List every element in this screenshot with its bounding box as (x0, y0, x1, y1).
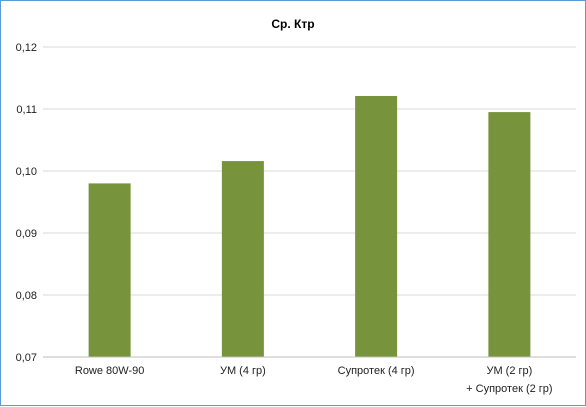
bar (88, 183, 131, 357)
y-tick-label: 0,11 (16, 104, 37, 116)
x-category-label: УМ (4 гр) (220, 365, 266, 377)
x-category-label: Супротек (4 гр) (338, 365, 415, 377)
bar (355, 95, 398, 357)
x-category-label: Rowe 80W-90 (75, 365, 145, 377)
x-axis-categories: Rowe 80W-90 УМ (4 гр) Супротек (4 гр) УМ (2… (75, 365, 553, 395)
y-tick-label: 0,09 (16, 228, 37, 240)
gridlines (43, 46, 576, 296)
bars (88, 95, 531, 357)
y-tick-label: 0,12 (16, 42, 37, 54)
chart-title: Ср. Ктр (271, 17, 314, 31)
bar (488, 112, 531, 357)
x-category-label: УМ (2 гр) (486, 365, 532, 377)
x-category-label: + Супротек (2 гр) (466, 383, 552, 395)
y-tick-label: 0,08 (16, 290, 37, 302)
bar (221, 161, 264, 357)
y-tick-label: 0,07 (16, 352, 37, 364)
y-axis-ticks: 0,12 0,11 0,10 0,09 0,08 0,07 (16, 42, 37, 364)
y-tick-label: 0,10 (16, 166, 37, 178)
